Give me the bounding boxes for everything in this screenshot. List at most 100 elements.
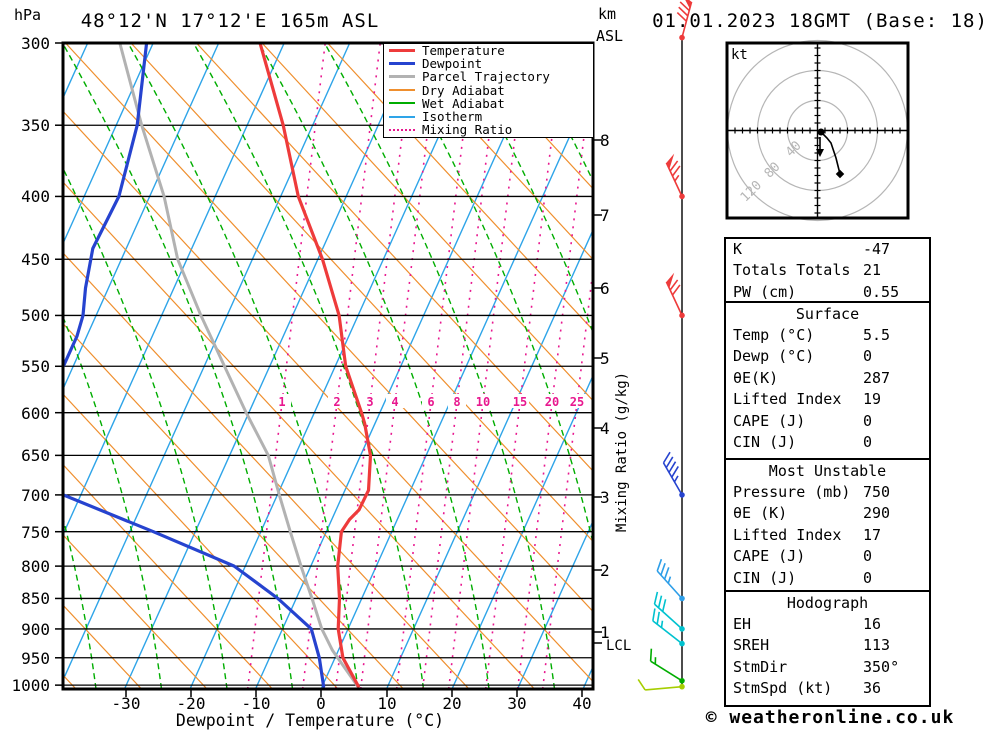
pressure-tick-label: 450 (21, 250, 50, 270)
valid-time-title: 01.01.2023 18GMT (Base: 18) (652, 10, 988, 32)
temp-tick-label: -10 (241, 694, 271, 713)
table-row-value: 113 (863, 636, 891, 655)
mixing-label-backing (448, 394, 466, 408)
table-row: Pressure (mb) 750 (726, 482, 929, 503)
table-row: θE (K) 290 (726, 503, 929, 524)
table-row-value: 0 (863, 411, 873, 430)
table-row-label: Pressure (mb) (733, 483, 851, 501)
mixing-label-backing (422, 394, 440, 408)
table-row-value: 17 (863, 525, 882, 544)
table-row-label: CIN (J) (733, 432, 797, 451)
mixing-ratio-label: 2 (333, 395, 341, 409)
legend-box: Temperature Dewpoint Parcel Trajectory Dry … (383, 43, 594, 138)
wind-barb (652, 608, 685, 647)
legend-line-sample (389, 89, 415, 92)
mixing-ratio-label: 15 (512, 395, 528, 409)
table-row-label: θE(K) (733, 368, 779, 387)
table-row: PW (cm) 0.55 (726, 282, 929, 303)
mixing-ratio-label: 1 (278, 395, 286, 409)
table-row-label: CAPE (J) (733, 547, 806, 566)
index-table: Hodograph EH 16 SREH 113 StmDir 350° StmSpd (kt… (724, 590, 931, 707)
temp-tick-label: 30 (507, 694, 527, 713)
table-row: Temp (°C) 5.5 (726, 325, 929, 346)
mixing-label-backing (386, 394, 404, 408)
wind-barb (676, 0, 693, 41)
table-row-value: 0 (863, 347, 873, 366)
hodograph-unit-label: kt (731, 47, 748, 63)
legend-row: Dewpoint (384, 56, 593, 71)
table-row-value: 290 (863, 504, 891, 523)
mixing-label-backing (474, 394, 492, 408)
hodograph-start-dot (817, 128, 825, 136)
index-table: Surface Temp (°C) 5.5 Dewp (°C) 0 θE(K) 287 Lif… (724, 301, 931, 462)
table-section-header: Surface (795, 305, 860, 323)
pressure-tick-label: 500 (21, 306, 50, 326)
dry-adiabat-line (63, 181, 535, 689)
table-row-label: Totals Totals (733, 261, 851, 280)
hodograph-frame (725, 41, 910, 220)
table-row: Lifted Index 17 (726, 525, 929, 546)
table-row: SREH 113 (726, 635, 929, 656)
wet-adiabat-line (127, 43, 359, 689)
wet-adiabat-line (323, 43, 556, 689)
hodograph-trace (821, 132, 841, 175)
wet-adiabat-line (520, 43, 593, 183)
table-row: Dewp (°C) 0 (726, 346, 929, 367)
dry-adiabat-line (261, 43, 593, 402)
legend-row: Parcel Trajectory (384, 69, 593, 84)
table-row-label: Lifted Index (733, 390, 842, 409)
dry-adiabat-line (63, 252, 470, 689)
table-row: CIN (J) 0 (726, 568, 929, 589)
legend-line-sample (389, 62, 415, 66)
wet-adiabat-line (63, 43, 294, 689)
table-row-value: 21 (863, 261, 882, 280)
legend-line-sample (389, 75, 415, 79)
pressure-tick-label: 300 (21, 34, 50, 53)
isotherm-line (451, 373, 593, 689)
temp-tick-label: 20 (442, 694, 462, 713)
km-tick-label: 6 (600, 279, 610, 298)
table-row-value: 5.5 (863, 326, 891, 344)
hodograph-ring-label: 40 (783, 138, 805, 160)
x-axis-title: Dewpoint / Temperature (°C) (175, 711, 445, 730)
dewpoint-curve (63, 43, 149, 367)
table-row: StmDir 350° (726, 657, 929, 678)
storm-motion-arrowhead (816, 149, 824, 157)
pressure-tick-label: 950 (21, 648, 50, 668)
mixing-label-backing (543, 394, 561, 408)
legend-line-sample (389, 102, 415, 105)
pressure-tick-label: 1000 (11, 676, 50, 696)
km-tick-label: 4 (600, 419, 610, 438)
mixing-ratio-label: 4 (391, 395, 399, 409)
table-section-header: Most Unstable (768, 462, 887, 480)
table-row: Lifted Index 19 (726, 389, 929, 410)
mixing-ratio-label: 20 (544, 395, 560, 409)
wind-barb (656, 558, 685, 602)
pressure-tick-label: 600 (21, 403, 50, 423)
wind-barb (653, 591, 685, 632)
dry-adiabat-line (63, 322, 404, 689)
dry-adiabat-line (392, 43, 593, 261)
footer-credit: © weatheronline.co.uk (705, 707, 955, 728)
wind-barb-station-dot (679, 312, 685, 319)
table-row-label: K (733, 240, 743, 258)
lcl-label: LCL (606, 638, 632, 654)
table-row-value: -47 (863, 240, 891, 258)
legend-row: Dry Adiabat (384, 83, 593, 98)
pressure-tick-label: 550 (21, 357, 50, 377)
plot-frame (61, 41, 595, 691)
index-table: Most Unstable Pressure (mb) 750 θE (K) 290 Li… (724, 458, 931, 594)
wet-adiabat-line (389, 43, 593, 546)
isotherm-line (63, 43, 154, 246)
pressure-tick-label: 400 (21, 187, 50, 207)
temp-tick-label: -20 (176, 694, 206, 713)
wind-barb-station-dot (679, 683, 685, 690)
mixing-ratio-label: 25 (569, 395, 585, 409)
dry-adiabat-line (63, 393, 339, 689)
legend-label: Mixing Ratio (422, 122, 513, 138)
table-row-label: SREH (733, 636, 770, 655)
table-row-value: 36 (863, 679, 882, 698)
